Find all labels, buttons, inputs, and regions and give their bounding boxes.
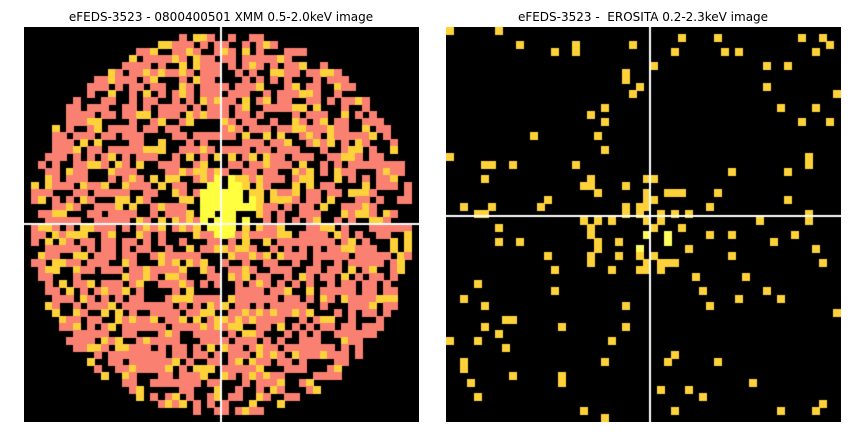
xmm-image-title: eFEDS-3523 - 0800400501 XMM 0.5-2.0keV i… [68,10,374,24]
erosita-image-canvas [446,27,841,422]
xmm-image-canvas [24,27,419,422]
erosita-image-title: eFEDS-3523 - EROSITA 0.2-2.3keV image [517,10,769,24]
erosita-image [446,27,841,422]
xmm-image [24,27,419,422]
